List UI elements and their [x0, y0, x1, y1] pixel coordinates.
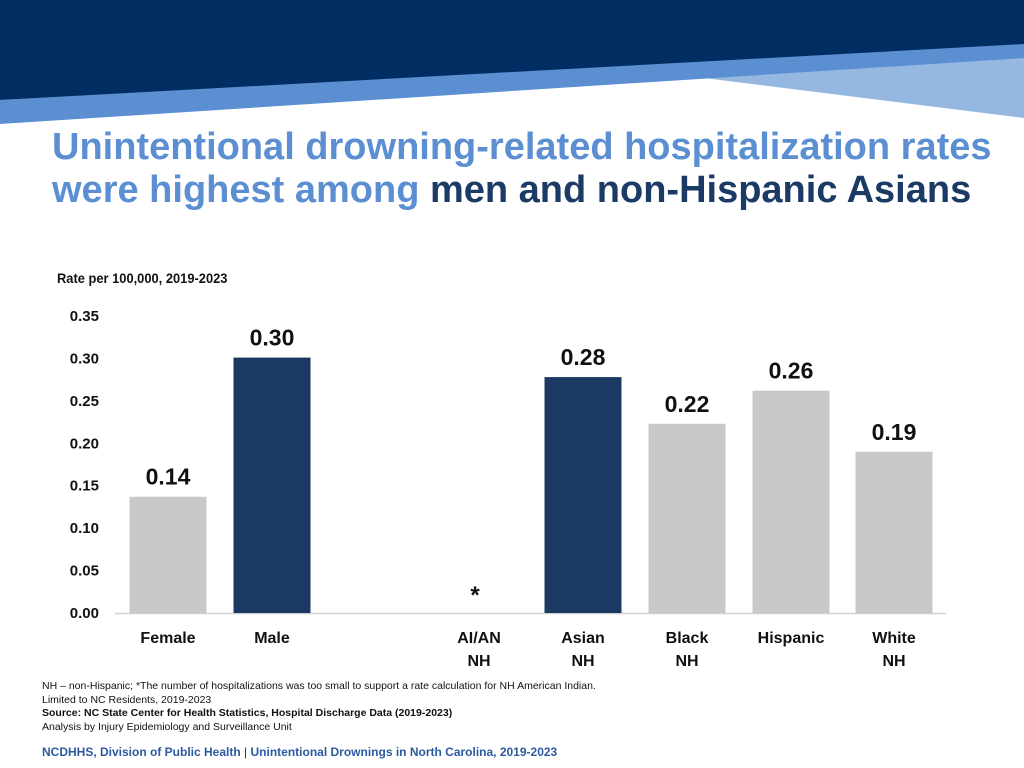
x-tick-label: Female	[140, 630, 195, 647]
x-tick-label: Hispanic	[758, 630, 825, 647]
footnote-definitions: NH – non-Hispanic; *The number of hospit…	[42, 680, 596, 692]
footnotes: NH – non-Hispanic; *The number of hospit…	[42, 680, 596, 734]
bar	[544, 377, 622, 613]
x-tick-label: Male	[254, 630, 290, 647]
y-tick-label: 0.10	[70, 520, 99, 537]
y-tick-label: 0.00	[70, 605, 99, 622]
footer-org: NCDHHS, Division of Public Health	[42, 745, 241, 759]
y-tick-label: 0.15	[70, 478, 99, 495]
x-axis-labels: Female Male AI/AN NH Asian NH Black NH Hispanic W…	[140, 630, 915, 670]
x-tick-label: AI/AN	[457, 630, 501, 647]
footer-report-title: Unintentional Drownings in North Carolin…	[250, 745, 558, 759]
data-label: 0.14	[146, 464, 191, 490]
data-label: 0.28	[561, 344, 606, 370]
x-tick-label: NH	[675, 653, 698, 670]
bar	[233, 357, 311, 613]
page-footer: NCDHHS, Division of Public Health | Unin…	[42, 745, 557, 759]
x-tick-label: NH	[467, 653, 490, 670]
y-tick-label: 0.30	[70, 350, 99, 367]
x-tick-label: Asian	[561, 630, 605, 647]
bar	[752, 390, 830, 613]
y-tick-label: 0.05	[70, 563, 99, 580]
y-tick-label: 0.35	[70, 308, 99, 325]
title-part-2: men and non-Hispanic Asians	[429, 169, 972, 211]
x-tick-label: Black	[666, 630, 709, 647]
chart-subtitle: Rate per 100,000, 2019-2023	[57, 270, 228, 286]
bar-chart: 0.00 0.05 0.10 0.15 0.20 0.25 0.30 0.35 0.14 0.3…	[70, 308, 946, 670]
bars-group: 0.14 0.30 * 0.28 0.22 0.26 0.19	[129, 325, 933, 613]
y-axis-labels: 0.00 0.05 0.10 0.15 0.20 0.25 0.30 0.35	[70, 308, 99, 622]
bar	[129, 496, 207, 613]
x-tick-label: White	[872, 630, 916, 647]
x-tick-label: NH	[571, 653, 594, 670]
y-tick-label: 0.25	[70, 393, 99, 410]
header-banner	[0, 0, 1024, 124]
bar	[855, 451, 933, 613]
footnote-analysis: Analysis by Injury Epidemiology and Surv…	[42, 720, 292, 733]
footer-separator: |	[244, 745, 248, 759]
banner-navy-band	[0, 0, 1024, 100]
footnote-source: Source: NC State Center for Health Stati…	[42, 707, 453, 719]
x-tick-label: NH	[882, 653, 905, 670]
data-label: 0.30	[250, 325, 295, 351]
data-label: 0.19	[872, 419, 917, 445]
y-tick-label: 0.20	[70, 435, 99, 452]
data-label: 0.22	[665, 391, 710, 417]
footnote-scope: Limited to NC Residents, 2019-2023	[42, 693, 212, 706]
page-title: Unintentional drowning-related hospitali…	[52, 126, 992, 212]
data-label-suppressed: *	[470, 582, 480, 609]
bar	[648, 423, 726, 613]
banner-mid-stripe	[0, 42, 1024, 124]
data-label: 0.26	[769, 358, 814, 384]
title-part-1: Unintentional drowning-related hospitali…	[52, 126, 992, 211]
